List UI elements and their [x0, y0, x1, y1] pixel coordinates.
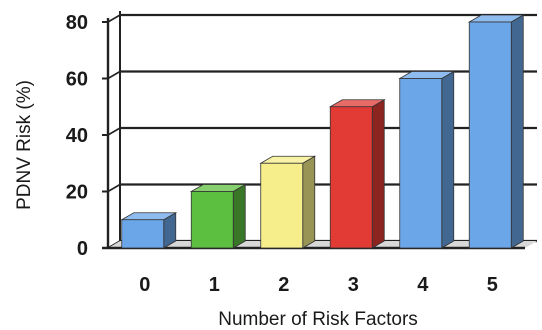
y-tick-label: 60 — [66, 69, 88, 91]
bar-front — [399, 78, 443, 249]
bar-side — [510, 14, 524, 249]
bar-front — [190, 191, 234, 249]
bar-side — [232, 183, 246, 249]
bar-front — [329, 106, 373, 249]
gridline-depth — [107, 14, 121, 23]
gridlines — [107, 13, 537, 249]
x-tick-label: 4 — [417, 274, 429, 296]
bar — [467, 14, 525, 249]
y-tick-label: 20 — [66, 182, 88, 204]
bar — [328, 99, 386, 249]
x-tick-label: 3 — [348, 274, 359, 296]
bars — [120, 14, 525, 249]
bar — [259, 155, 317, 249]
bar-front — [260, 162, 304, 249]
y-tick-labels: 0 20 40 60 80 — [66, 12, 88, 260]
x-tick-label: 2 — [278, 274, 289, 296]
y-tick-label: 40 — [66, 125, 88, 147]
gridline-depth — [107, 127, 121, 136]
bar — [189, 183, 247, 249]
x-tick-label: 1 — [209, 274, 220, 296]
x-axis-title: Number of Risk Factors — [218, 309, 418, 330]
x-tick-label: 5 — [487, 274, 498, 296]
x-tick-labels: 0 1 2 3 4 5 — [139, 274, 498, 296]
gridline-depth — [107, 183, 121, 193]
bar — [398, 70, 456, 249]
bar-front — [468, 21, 512, 249]
bar-side — [371, 99, 385, 249]
gridline-depth — [107, 70, 121, 80]
x-tick-label: 0 — [139, 274, 150, 296]
bar-side — [441, 70, 455, 249]
bar — [120, 212, 178, 249]
y-axis-title: PDNV Risk (%) — [14, 80, 35, 210]
bar-side — [302, 155, 316, 249]
bar-front — [121, 219, 165, 249]
y-tick-label: 0 — [77, 238, 88, 260]
y-tick-label: 80 — [66, 12, 88, 34]
